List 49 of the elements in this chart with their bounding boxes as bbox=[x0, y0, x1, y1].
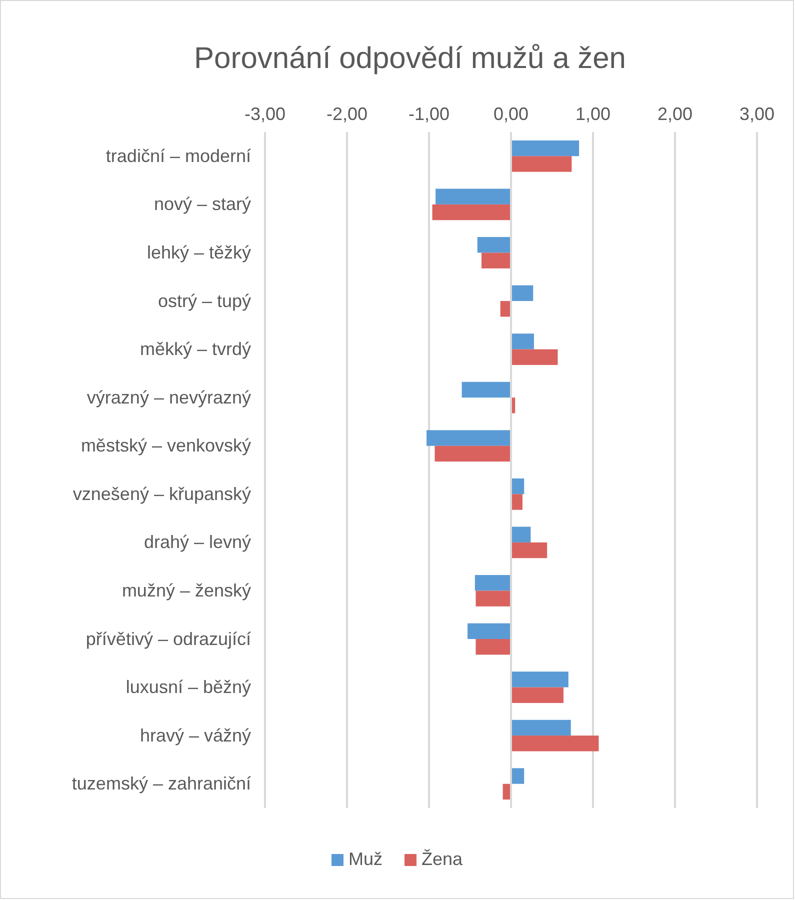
chart-title: Porovnání odpovědí mužů a žen bbox=[194, 42, 626, 75]
y-tick-label: luxusní – běžný bbox=[126, 677, 251, 698]
y-tick-label: nový – starý bbox=[154, 194, 251, 214]
bar bbox=[476, 639, 511, 655]
bar bbox=[511, 526, 531, 542]
bar bbox=[511, 140, 580, 156]
bar bbox=[468, 623, 511, 639]
bar bbox=[476, 590, 511, 606]
bar bbox=[477, 237, 511, 253]
bar bbox=[434, 446, 511, 462]
x-tick-label: 2,00 bbox=[657, 104, 693, 124]
bar bbox=[511, 672, 568, 688]
bar bbox=[462, 382, 511, 398]
bar bbox=[511, 720, 571, 736]
bar bbox=[511, 687, 564, 703]
x-tick-label: 0,00 bbox=[493, 104, 529, 124]
y-tick-label: měkký – tvrdý bbox=[140, 339, 251, 360]
bar bbox=[511, 542, 548, 558]
y-tick-label: městský – venkovský bbox=[80, 436, 251, 456]
y-tick-label: tuzemský – zahraniční bbox=[72, 774, 251, 794]
y-tick-label: tradiční – moderní bbox=[106, 146, 251, 166]
legend-label: Žena bbox=[422, 849, 464, 869]
bar bbox=[511, 285, 534, 301]
bar bbox=[474, 575, 511, 591]
x-tick-label: 3,00 bbox=[739, 104, 775, 124]
x-tick-label: -2,00 bbox=[326, 104, 368, 124]
bar bbox=[511, 736, 599, 752]
y-tick-label: ostrý – tupý bbox=[158, 290, 251, 311]
bar bbox=[436, 188, 511, 204]
y-tick-label: přívětivý – odrazující bbox=[86, 628, 251, 649]
y-tick-label: mužný – ženský bbox=[122, 580, 251, 600]
y-tick-label: vznešený – křupanský bbox=[72, 484, 251, 504]
bar bbox=[511, 156, 572, 172]
y-tick-label: drahý – levný bbox=[144, 532, 251, 552]
x-tick-label: -1,00 bbox=[408, 104, 450, 124]
bar bbox=[511, 349, 558, 365]
bar bbox=[511, 494, 522, 510]
legend-label: Muž bbox=[348, 849, 383, 869]
bar bbox=[511, 478, 524, 494]
x-tick-label: -3,00 bbox=[244, 104, 286, 124]
bar bbox=[511, 334, 534, 350]
y-tick-label: výrazný – nevýrazný bbox=[86, 387, 251, 408]
x-tick-label: 1,00 bbox=[575, 104, 611, 124]
bar bbox=[481, 252, 511, 268]
y-tick-label: hravý – vážný bbox=[140, 725, 251, 746]
bar bbox=[432, 204, 511, 220]
y-tick-label: lehký – těžký bbox=[146, 242, 251, 262]
bar bbox=[511, 768, 524, 784]
bar bbox=[426, 430, 511, 446]
